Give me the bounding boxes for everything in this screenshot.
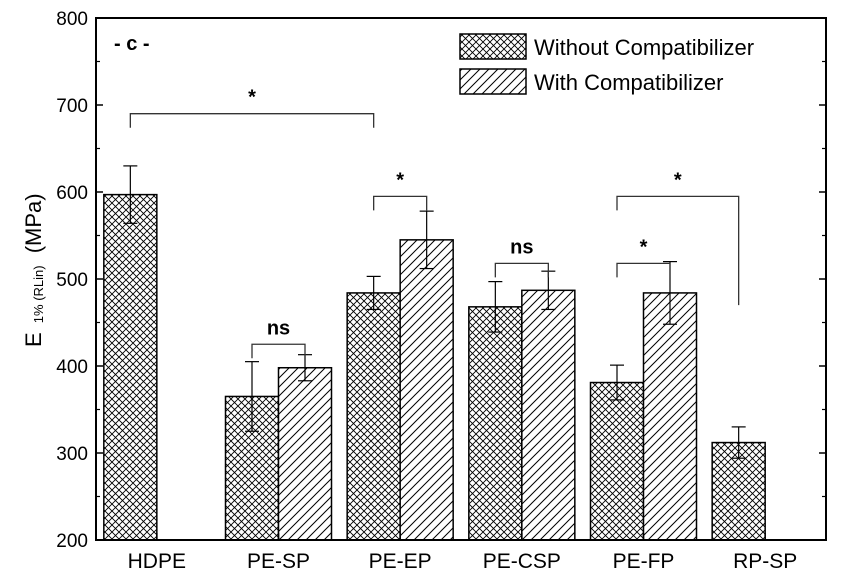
x-axis-categories: HDPE PE-SP PE-EP PE-CSP PE-FP RP-SP [128,533,797,573]
error-bar-hdpe-without [123,165,138,224]
error-bar-pe-sp-without [245,361,259,432]
significance-label: * [248,87,256,109]
legend-label: Without Compatibilizer [534,35,754,60]
x-category-label: PE-CSP [483,550,561,573]
legend: Without Compatibilizer With Compatibilize… [459,33,754,95]
significance-bracket: ns [494,236,549,278]
bar-pe-ep-with [399,239,454,541]
y-axis-label-unit: (MPa) [21,193,46,253]
legend-item: Without Compatibilizer [459,33,754,60]
panel-label: - c - [114,33,150,55]
y-tick-label: 700 [56,96,88,117]
error-bars-layer [123,165,746,459]
significance-bracket: * [373,169,428,211]
x-category-label: PE-FP [613,550,675,573]
significance-label: * [640,236,648,258]
significance-bracket: * [129,87,375,128]
significance-bracket: ns [251,317,306,359]
y-tick-label: 800 [56,9,88,30]
significance-bracket: * [616,169,740,306]
y-tick-label: 200 [56,531,88,552]
y-axis-label-symbol: E [21,332,46,347]
legend-swatch [459,33,527,60]
x-category-label: PE-SP [247,550,310,573]
significance-layer: * ns * ns * * [129,87,740,359]
bars-layer [103,193,766,541]
error-bar-pe-ep-with [419,210,434,270]
y-axis-label-subscript: 1% (RLin) [31,265,46,323]
plot-area: * ns * ns * * 200 300 400 500 600 700 800 HDPE PE-SP… [56,9,827,573]
significance-label: ns [510,236,533,258]
error-bar-rp-sp-without [731,426,746,459]
bar-pe-csp-without [468,306,523,541]
x-category-label: PE-EP [369,550,432,573]
bar-pe-csp-with [521,289,576,541]
x-category-label: RP-SP [733,550,797,573]
y-tick-label: 400 [56,357,88,378]
x-category-label: HDPE [128,550,186,573]
legend-swatch [459,68,527,95]
significance-label: ns [267,317,290,339]
significance-label: * [396,169,404,191]
bar-pe-sp-with [277,366,333,541]
significance-bracket: * [616,236,671,278]
legend-item: With Compatibilizer [459,68,724,95]
y-tick-label: 300 [56,444,88,465]
bar-pe-ep-without [346,292,401,541]
bar-hdpe-without [103,193,158,541]
y-tick-label: 500 [56,270,88,291]
y-axis-ticks: 200 300 400 500 600 700 800 [56,9,826,552]
error-bar-pe-fp-without [610,364,624,401]
error-bar-pe-ep-without [366,275,381,311]
y-tick-label: 600 [56,183,88,204]
y-axis-label: E 1% (RLin) (MPa) [21,193,48,347]
error-bar-pe-csp-without [488,281,503,333]
bar-pe-fp-with [642,292,698,541]
bar-pe-fp-without [589,381,645,541]
legend-label: With Compatibilizer [534,70,724,95]
significance-label: * [674,169,682,191]
